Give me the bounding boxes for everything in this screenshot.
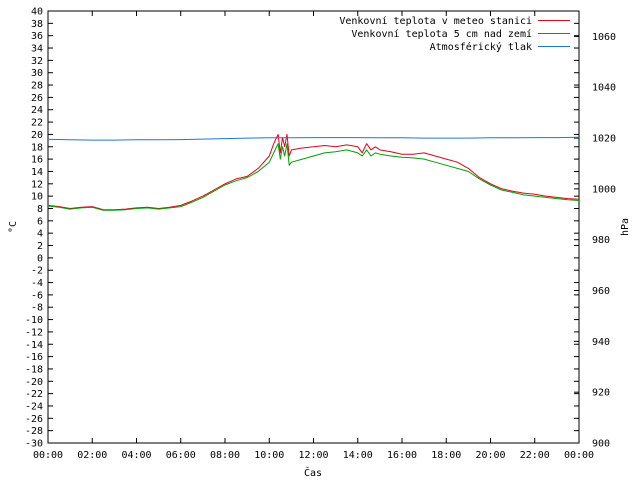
y2-tick-label: 980: [592, 235, 610, 246]
y-tick-label: -30: [25, 439, 43, 450]
series-line-1: [47, 133, 580, 211]
y-tick-label: -2: [31, 266, 43, 277]
y-tick-label: 32: [31, 56, 43, 67]
x-tick-label: 12:00: [298, 450, 328, 461]
y-tick-label: -24: [25, 401, 43, 412]
legend-label: Venkovní teplota 5 cm nad zemí: [351, 28, 532, 40]
x-tick-label: 00:00: [33, 450, 63, 461]
y2-tick-label: 940: [592, 337, 610, 348]
y-tick-label: -20: [25, 377, 43, 388]
series-line-3: [47, 136, 580, 141]
plot-frame: [47, 10, 580, 444]
y-tick-label: 30: [31, 68, 43, 79]
y2-tick-label: 900: [592, 439, 610, 450]
x-tick-label: 18:00: [431, 450, 461, 461]
y-tick-label: -6: [31, 290, 43, 301]
y-axis-title: °C: [8, 221, 19, 233]
y2-tick-label: 920: [592, 388, 610, 399]
y-tick-label: 20: [31, 130, 43, 141]
y-tick-label: -8: [31, 303, 43, 314]
y-tick-label: -10: [25, 315, 43, 326]
y2-tick-label: 1040: [592, 83, 616, 94]
y-tick-label: 34: [31, 44, 43, 55]
x-tick-label: 06:00: [166, 450, 196, 461]
y-tick-label: -28: [25, 426, 43, 437]
y-tick-label: 4: [37, 229, 43, 240]
legend-label: Venkovní teplota v meteo stanici: [339, 15, 532, 27]
x-tick-label: 22:00: [520, 450, 550, 461]
y-tick-label: 16: [31, 155, 43, 166]
y-tick-label: -14: [25, 340, 43, 351]
x-tick-label: 02:00: [77, 450, 107, 461]
y-tick-label: -4: [31, 278, 43, 289]
y2-tick-label: 1060: [592, 32, 616, 43]
y2-tick-label: 1000: [592, 184, 616, 195]
y-tick-label: 22: [31, 118, 43, 129]
y-tick-label: 38: [31, 19, 43, 30]
y-tick-label: 2: [37, 241, 43, 252]
y-tick-label: -22: [25, 389, 43, 400]
y-tick-label: -12: [25, 327, 43, 338]
series-layer: [47, 133, 580, 211]
x-axis-title: Čas: [304, 466, 322, 479]
x-tick-label: 08:00: [210, 450, 240, 461]
y-tick-label: 14: [31, 167, 43, 178]
y-tick-label: 6: [37, 216, 43, 227]
y-tick-label: 26: [31, 93, 43, 104]
x-tick-label: 10:00: [254, 450, 284, 461]
x-tick-label: 20:00: [475, 450, 505, 461]
x-tick-label: 04:00: [121, 450, 151, 461]
y-tick-label: 8: [37, 204, 43, 215]
series-line-2: [47, 143, 580, 211]
y-tick-label: -26: [25, 414, 43, 425]
y-tick-label: 0: [37, 253, 43, 264]
y2-tick-label: 1020: [592, 134, 616, 145]
y-tick-label: 40: [31, 7, 43, 18]
y2-axis-title: hPa: [620, 218, 631, 236]
y-tick-label: 24: [31, 105, 43, 116]
x-tick-label: 14:00: [343, 450, 373, 461]
x-tick-label: 16:00: [387, 450, 417, 461]
x-tick-label: 00:00: [564, 450, 594, 461]
y-tick-label: 28: [31, 81, 43, 92]
y-tick-label: -16: [25, 352, 43, 363]
y-tick-label: 10: [31, 192, 43, 203]
y2-tick-label: 960: [592, 286, 610, 297]
y-tick-label: 12: [31, 179, 43, 190]
y-tick-label: 18: [31, 142, 43, 153]
y-tick-label: 36: [31, 31, 43, 42]
legend: Venkovní teplota v meteo staniciVenkovní…: [339, 15, 570, 53]
legend-label: Atmosférický tlak: [430, 41, 532, 53]
y-tick-label: -18: [25, 364, 43, 375]
ticks-layer: 4038363432302826242220181614121086420-2-…: [25, 7, 616, 462]
